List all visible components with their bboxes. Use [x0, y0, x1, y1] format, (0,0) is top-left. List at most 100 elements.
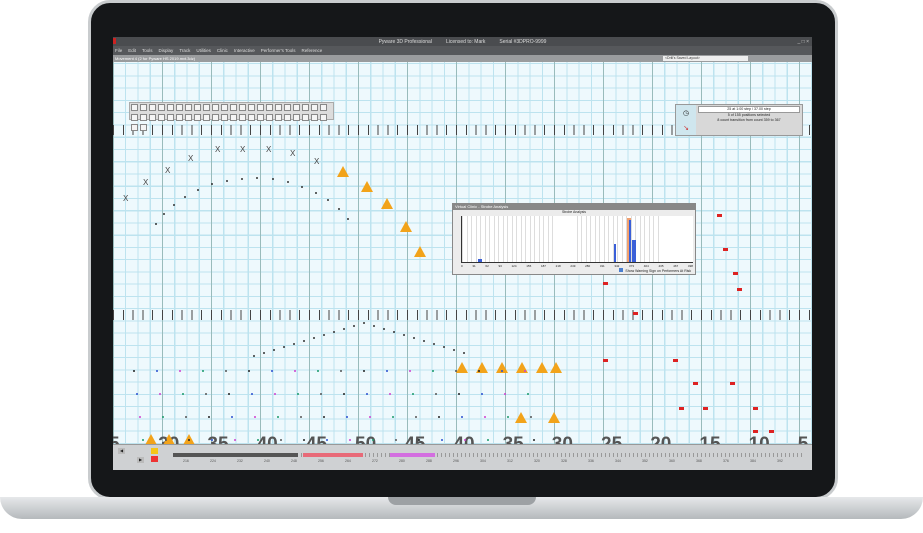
performer-x-mark[interactable]: X	[123, 194, 129, 203]
timeline[interactable]: ◀ ▶ 216 224 232 240 248 256 264 272 280 288 296 304…	[113, 444, 812, 470]
performer-dot[interactable]	[524, 370, 526, 372]
performer-dot[interactable]	[240, 177, 243, 180]
tool-icon[interactable]	[221, 104, 228, 111]
performer-dot[interactable]	[353, 325, 355, 327]
menu-utilities[interactable]: Utilities	[196, 48, 211, 53]
tool-icon[interactable]	[248, 114, 255, 121]
tool-icon[interactable]	[140, 124, 147, 131]
performer-dot[interactable]	[349, 439, 351, 441]
tool-icon[interactable]	[212, 114, 219, 121]
performer-dot[interactable]	[393, 331, 395, 333]
performer-dot[interactable]	[333, 331, 335, 333]
warning-triangle-icon[interactable]	[550, 362, 562, 373]
performer-dot[interactable]	[234, 439, 236, 441]
performer-flag-icon[interactable]	[737, 288, 742, 291]
performer-dot[interactable]	[366, 393, 368, 395]
performer-dot[interactable]	[162, 416, 164, 418]
performer-dot[interactable]	[225, 370, 227, 372]
performer-dot[interactable]	[323, 416, 325, 418]
performer-x-mark[interactable]: X	[266, 145, 272, 154]
performer-dot[interactable]	[277, 416, 279, 418]
tool-icon[interactable]	[293, 104, 300, 111]
performer-dot[interactable]	[363, 322, 365, 324]
performer-x-mark[interactable]: X	[143, 178, 149, 187]
performer-flag-icon[interactable]	[753, 430, 758, 433]
performer-dot[interactable]	[478, 370, 480, 372]
performer-flag-icon[interactable]	[733, 272, 738, 275]
warning-triangle-icon[interactable]	[361, 181, 373, 192]
playback-toggle[interactable]	[151, 448, 158, 454]
performer-dot[interactable]	[487, 439, 489, 441]
performer-dot[interactable]	[507, 416, 509, 418]
performer-dot[interactable]	[463, 352, 465, 354]
performer-dot[interactable]	[409, 370, 411, 372]
performer-dot[interactable]	[423, 340, 425, 342]
performer-dot[interactable]	[188, 439, 190, 441]
performer-dot[interactable]	[435, 393, 437, 395]
tool-icon[interactable]	[230, 104, 237, 111]
menu-file[interactable]: File	[115, 48, 123, 53]
performer-x-mark[interactable]: X	[314, 157, 320, 166]
performer-flag-icon[interactable]	[753, 407, 758, 410]
performer-flag-icon[interactable]	[717, 214, 722, 217]
performer-dot[interactable]	[337, 207, 340, 210]
tool-icon[interactable]	[131, 124, 138, 131]
menu-edit[interactable]: Edit	[128, 48, 137, 53]
menu-reference[interactable]: Reference	[301, 48, 323, 53]
tool-icon[interactable]	[320, 104, 327, 111]
performer-flag-icon[interactable]	[679, 407, 684, 410]
tool-icon[interactable]	[284, 104, 291, 111]
performer-x-mark[interactable]: X	[240, 145, 246, 154]
drill-field[interactable]: ◷ ↘ 25 at 1:00 step / 37.00 step 5 of 155…	[113, 62, 812, 455]
tool-icon[interactable]	[176, 114, 183, 121]
tool-icon[interactable]	[311, 114, 318, 121]
performer-x-mark[interactable]: X	[290, 149, 296, 158]
tool-icon[interactable]	[266, 104, 273, 111]
performer-dot[interactable]	[133, 370, 135, 372]
tool-icon[interactable]	[239, 114, 246, 121]
performer-dot[interactable]	[403, 334, 405, 336]
prev-button[interactable]: ◀	[118, 448, 125, 454]
menu-display[interactable]: Display	[158, 48, 174, 53]
performer-dot[interactable]	[273, 349, 275, 351]
performer-dot[interactable]	[530, 416, 532, 418]
performer-dot[interactable]	[363, 370, 365, 372]
tool-icon[interactable]	[248, 104, 255, 111]
performer-dot[interactable]	[263, 352, 265, 354]
record-button[interactable]	[151, 456, 158, 462]
tool-icon[interactable]	[230, 114, 237, 121]
performer-dot[interactable]	[182, 393, 184, 395]
performer-dot[interactable]	[293, 343, 295, 345]
tool-icon[interactable]	[212, 104, 219, 111]
warning-triangle-icon[interactable]	[337, 166, 349, 177]
tool-icon[interactable]	[293, 114, 300, 121]
performer-dot[interactable]	[142, 439, 144, 441]
menu-tools[interactable]: Tools	[142, 48, 153, 53]
checkbox-icon[interactable]	[619, 268, 624, 272]
performer-dot[interactable]	[326, 439, 328, 441]
performer-dot[interactable]	[418, 439, 420, 441]
performer-flag-icon[interactable]	[633, 312, 638, 315]
tool-icon[interactable]	[311, 104, 318, 111]
tool-icon[interactable]	[158, 104, 165, 111]
performer-dot[interactable]	[210, 183, 213, 186]
tool-icon[interactable]	[131, 104, 138, 111]
tool-icon[interactable]	[221, 114, 228, 121]
performer-dot[interactable]	[484, 416, 486, 418]
performer-dot[interactable]	[464, 439, 466, 441]
performer-dot[interactable]	[533, 439, 535, 441]
menu-track[interactable]: Track	[179, 48, 191, 53]
performer-flag-icon[interactable]	[769, 430, 774, 433]
tool-icon[interactable]	[266, 114, 273, 121]
performer-dot[interactable]	[432, 370, 434, 372]
performer-x-mark[interactable]: X	[215, 145, 221, 154]
performer-dot[interactable]	[314, 191, 317, 194]
performer-dot[interactable]	[253, 355, 255, 357]
performer-dot[interactable]	[340, 370, 342, 372]
performer-flag-icon[interactable]	[673, 359, 678, 362]
tool-icon[interactable]	[149, 114, 156, 121]
menu-interactive[interactable]: Interactive	[233, 48, 255, 53]
performer-dot[interactable]	[504, 393, 506, 395]
performer-flag-icon[interactable]	[603, 359, 608, 362]
warning-triangle-icon[interactable]	[381, 198, 393, 209]
